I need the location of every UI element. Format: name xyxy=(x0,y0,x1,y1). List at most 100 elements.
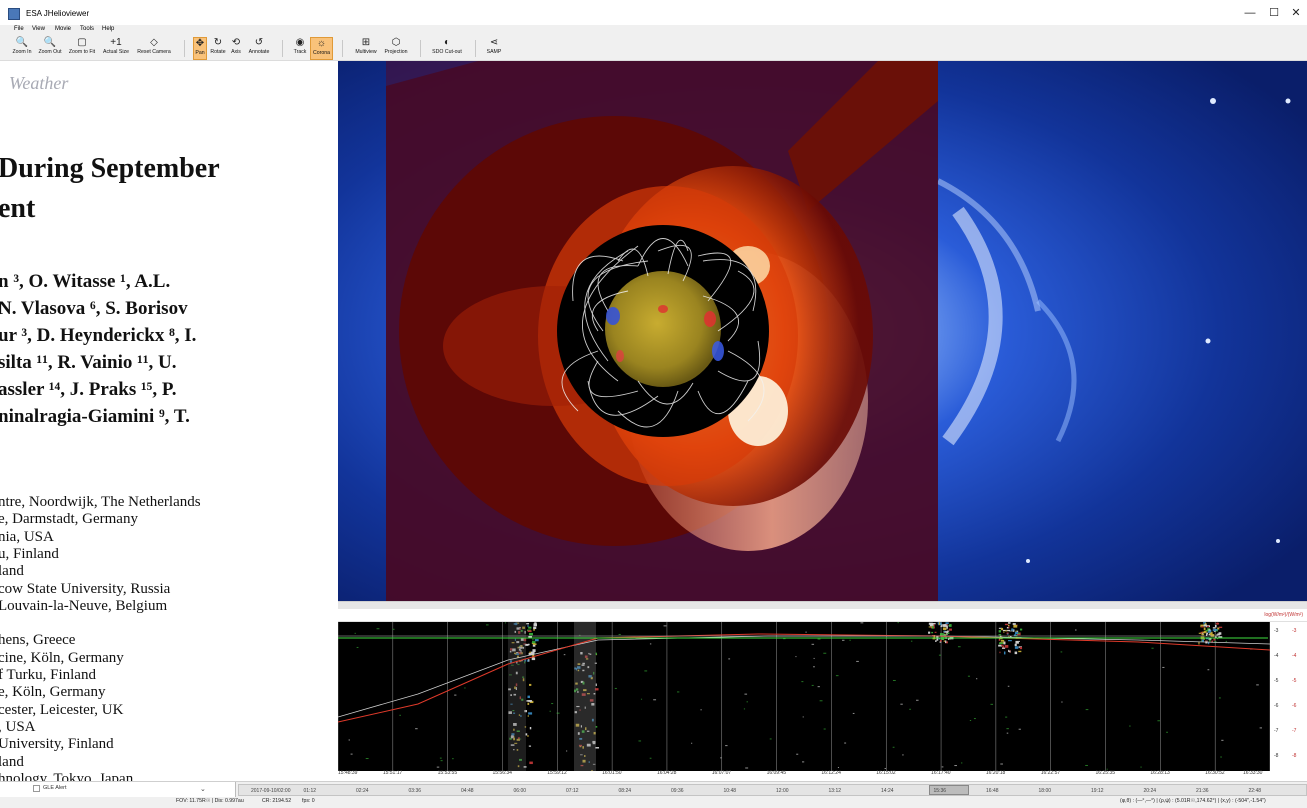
spectrogram-pixel xyxy=(525,733,528,736)
menu-view[interactable]: View xyxy=(32,26,45,32)
spectrogram-pixel xyxy=(1200,624,1204,628)
spectrogram-pixel xyxy=(938,638,941,640)
corona-button[interactable]: ☼ Corona xyxy=(310,37,333,60)
spectrogram-pixel xyxy=(515,671,518,675)
timeline-x-axis: 15:48:39 15:51:17 15:53:55 15:56:34 15:59:12… xyxy=(338,769,1270,780)
spectrogram-pixel xyxy=(943,630,946,632)
layer-item-gle-alert[interactable]: GLE Alert xyxy=(43,785,67,791)
spectrogram-pixel xyxy=(518,714,521,716)
timeline-tick-label: 16:30:52 xyxy=(1205,770,1225,776)
image-viewport[interactable] xyxy=(338,61,1307,601)
status-fov: FOV: 11.75R☉ | Dis: 0.997au xyxy=(176,798,244,804)
viewport-splitter[interactable] xyxy=(338,601,1307,609)
timeline-tick-label: 15:56:34 xyxy=(492,770,512,776)
spectrogram-pixel xyxy=(640,698,643,700)
zoom-in-button[interactable]: 🔍 Zoom In xyxy=(11,37,33,60)
reset-camera-button[interactable]: ◇ Reset Camera xyxy=(134,37,174,60)
spectrogram-pixel xyxy=(644,670,648,672)
spectrogram-pixel xyxy=(931,625,934,629)
layer-checkbox[interactable] xyxy=(33,785,40,792)
timeline-tick-label: 16:20:18 xyxy=(985,770,1006,776)
toolbar-label: Reset Camera xyxy=(137,49,171,55)
spectrogram-pixel xyxy=(823,652,827,654)
timeline-y-axis: -3 -4 -5 -6 -7 -8 -3 -4 -5 -6 -7 -8 xyxy=(1270,622,1307,771)
projection-button[interactable]: ⬡ Projection xyxy=(381,37,411,60)
spectrogram-pixel xyxy=(938,654,942,656)
spectrogram-pixel xyxy=(813,666,815,668)
menu-tools[interactable]: Tools xyxy=(80,26,95,32)
affiliation-line: hnology, Tokyo, Japan xyxy=(0,770,134,781)
rotate-button[interactable]: ↻ Rotate xyxy=(208,37,228,60)
time-range-selector[interactable] xyxy=(929,785,969,795)
spectrogram-pixel xyxy=(1218,632,1222,635)
time-bar-tick: 18:00 xyxy=(1038,788,1052,794)
spectrogram-pixel xyxy=(1001,644,1003,647)
y-tick-label: -6 xyxy=(1274,703,1279,709)
spectrogram-pixel xyxy=(520,649,522,653)
actual-size-button[interactable]: +1 Actual Size xyxy=(99,37,133,60)
spectrogram-pixel xyxy=(1006,732,1009,734)
timeline-chart xyxy=(338,622,1270,771)
zoom-to-fit-button[interactable]: ▢ Zoom to Fit xyxy=(66,37,98,60)
spectrogram-pixel xyxy=(533,628,535,631)
time-bar-tick: 09:36 xyxy=(671,788,684,794)
spectrogram-pixel xyxy=(591,769,593,771)
spectrogram-pixel xyxy=(577,691,579,693)
spectrogram-pixel xyxy=(574,711,577,714)
spectrogram-pixel xyxy=(527,659,529,662)
spectrogram-pixel xyxy=(1005,630,1008,632)
affiliation-line: hens, Greece xyxy=(0,632,76,649)
axis-button[interactable]: ⟲ Axis xyxy=(229,37,243,60)
annotate-button[interactable]: ↺ Annotate xyxy=(245,37,273,60)
spectrogram-pixel xyxy=(510,703,513,705)
spectrogram-pixel xyxy=(783,638,786,640)
spectrogram-pixel xyxy=(528,712,533,715)
menu-movie[interactable]: Movie xyxy=(55,26,72,32)
affiliation-line: e, Darmstadt, Germany xyxy=(0,511,138,528)
timeline-panel[interactable]: log(W/m²)/(W/m²) -3 -4 -5 -6 -7 -8 -3 -4 -5 -6 -7-… xyxy=(338,609,1307,781)
spectrogram-pixel xyxy=(1003,641,1006,645)
spectrogram-pixel xyxy=(1214,636,1217,638)
spectrogram-pixel xyxy=(728,658,731,660)
time-range-bar[interactable]: 2017-09-10/02:00 01:12 02:24 03:36 04:48 06:0… xyxy=(238,784,1307,796)
time-bar-tick: 19:12 xyxy=(1091,788,1104,794)
spectrogram-pixel xyxy=(935,640,937,642)
spectrogram-pixel xyxy=(1198,632,1202,634)
zoom-out-button[interactable]: 🔍 Zoom Out xyxy=(35,37,65,60)
spectrogram-pixel xyxy=(518,758,523,761)
spectrogram-pixel xyxy=(519,626,521,629)
close-button[interactable]: ✕ xyxy=(1291,7,1301,19)
menu-file[interactable]: File xyxy=(14,26,24,32)
chevron-down-icon[interactable]: ⌄ xyxy=(200,786,206,793)
samp-button[interactable]: ⋖ SAMP xyxy=(484,37,504,60)
maximize-button[interactable]: ☐ xyxy=(1269,7,1279,19)
multiview-button[interactable]: ⊞ Multiview xyxy=(352,37,380,60)
spectrogram-pixel xyxy=(900,703,903,705)
spectrogram-pixel xyxy=(511,733,515,736)
menu-help[interactable]: Help xyxy=(102,26,115,32)
spectrogram-pixel xyxy=(1198,641,1200,645)
spectrogram-pixel xyxy=(512,710,515,712)
spectrogram-pixel xyxy=(1207,629,1212,633)
spectrogram-pixel xyxy=(1162,666,1165,668)
sdo-cut-out-button[interactable]: ◐ SDO Cut-out xyxy=(428,37,466,60)
timeline-plot[interactable] xyxy=(338,622,1270,771)
spectrogram-pixel xyxy=(1207,641,1210,645)
spectrogram-pixel xyxy=(1019,628,1023,631)
spectrogram-pixel xyxy=(522,678,525,682)
minimize-button[interactable]: — xyxy=(1244,7,1256,19)
zoom-in-icon: 🔍 xyxy=(15,37,29,48)
track-button[interactable]: ◉ Track xyxy=(291,37,309,60)
spectrogram-pixel xyxy=(515,683,518,687)
spectrogram-pixel xyxy=(485,624,489,626)
spectrogram-pixel xyxy=(1215,624,1217,628)
pan-button[interactable]: ✥ Pan xyxy=(193,37,207,60)
spectrogram-pixel xyxy=(580,754,583,756)
layer-selector[interactable]: GLE Alert ⌄ xyxy=(0,782,236,798)
spectrogram-pixel xyxy=(585,658,589,660)
spectrogram-pixel xyxy=(581,664,585,666)
spectrogram-pixel xyxy=(802,716,804,718)
spectrogram-pixel xyxy=(524,661,526,664)
spectrogram-pixel xyxy=(504,622,506,624)
spectrogram-pixel xyxy=(844,742,847,744)
